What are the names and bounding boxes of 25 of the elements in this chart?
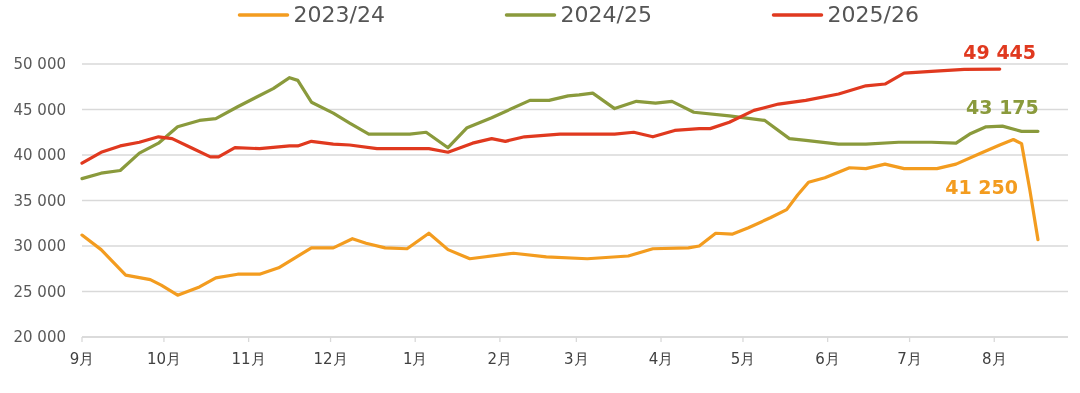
legend-label: 2023/24: [293, 2, 385, 27]
y-tick-label: 20 000: [13, 328, 66, 346]
annotation: 43 175: [966, 96, 1039, 119]
y-tick-label: 50 000: [13, 55, 66, 73]
y-tick-label: 30 000: [13, 237, 66, 255]
legend-label: 2025/26: [827, 2, 919, 27]
y-tick-label: 25 000: [13, 282, 66, 301]
x-tick-label: 11月: [231, 350, 266, 368]
x-tick-label: 9月: [69, 350, 95, 368]
y-tick-label: 35 000: [13, 191, 66, 210]
x-tick-label: 10月: [146, 350, 181, 368]
x-tick-label: 4月: [648, 350, 674, 368]
x-tick-label: 12月: [313, 350, 348, 368]
legend-label: 2024/25: [560, 2, 652, 27]
y-tick-label: 40 000: [13, 146, 66, 164]
annotation: 41 250: [945, 175, 1018, 198]
x-tick-label: 5月: [730, 350, 756, 368]
x-tick-label: 7月: [897, 350, 922, 368]
x-tick-label: 8月: [981, 350, 1007, 368]
annotation: 49 445: [963, 41, 1037, 64]
x-tick-label: 1月: [402, 350, 428, 368]
x-tick-label: 6月: [815, 350, 840, 368]
y-tick-label: 45 000: [13, 100, 66, 119]
x-tick-label: 3月: [564, 350, 589, 368]
x-tick-label: 2月: [487, 350, 513, 368]
